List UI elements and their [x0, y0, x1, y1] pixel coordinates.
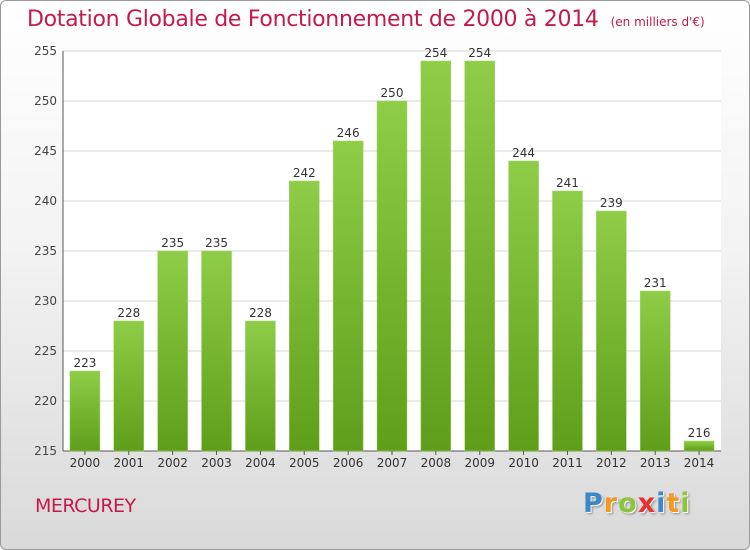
- bar-value-label: 242: [293, 166, 316, 180]
- y-tick-label: 245: [34, 144, 57, 158]
- bar-value-label: 235: [161, 236, 184, 250]
- commune-name: MERCUREY: [35, 495, 136, 517]
- bar: [376, 100, 408, 452]
- y-tick-label: 250: [34, 94, 57, 108]
- x-tick-label: 2008: [421, 456, 452, 470]
- x-tick-label: 2002: [157, 456, 188, 470]
- chart-title: Dotation Globale de Fonctionnement de 20…: [27, 7, 705, 32]
- bar: [157, 250, 188, 452]
- bar: [201, 250, 232, 452]
- y-tick-label: 235: [34, 244, 57, 258]
- bar: [596, 210, 627, 452]
- bar-value-label: 246: [337, 126, 360, 140]
- x-tick-label: 2013: [640, 456, 671, 470]
- x-tick-label: 2011: [552, 456, 583, 470]
- bar: [245, 320, 276, 452]
- bar-value-label: 235: [205, 236, 228, 250]
- logo-letter: o: [618, 488, 638, 519]
- bar-value-label: 223: [73, 356, 96, 370]
- logo-letter: r: [603, 488, 619, 519]
- bar-value-label: 254: [424, 46, 447, 60]
- x-tick-label: 2001: [114, 456, 145, 470]
- logo-letter: P: [583, 488, 604, 519]
- x-tick-label: 2010: [508, 456, 539, 470]
- x-tick-label: 2007: [377, 456, 408, 470]
- x-tick-label: 2009: [464, 456, 495, 470]
- logo-letter: i: [680, 488, 691, 519]
- bar-value-label: 244: [512, 146, 535, 160]
- bar: [508, 160, 539, 452]
- logo-letter: x: [637, 488, 657, 519]
- bar-value-label: 241: [556, 176, 579, 190]
- bar: [552, 190, 583, 452]
- bar: [289, 180, 320, 452]
- bar: [683, 440, 715, 452]
- proxiti-logo: Proxiti: [583, 488, 691, 519]
- bar-value-label: 228: [249, 306, 272, 320]
- y-tick-label: 230: [34, 294, 57, 308]
- title-text: Dotation Globale de Fonctionnement de 20…: [27, 7, 599, 32]
- bar: [639, 290, 671, 452]
- x-tick-label: 2000: [70, 456, 101, 470]
- y-tick-label: 215: [34, 444, 57, 458]
- bar-value-label: 228: [117, 306, 140, 320]
- bar: [113, 320, 145, 452]
- x-tick-label: 2006: [333, 456, 364, 470]
- logo-letter: i: [656, 488, 667, 519]
- bar-value-label: 250: [381, 86, 404, 100]
- bar: [420, 60, 452, 452]
- x-tick-label: 2003: [201, 456, 232, 470]
- bar: [69, 370, 101, 452]
- y-tick-label: 220: [34, 394, 57, 408]
- y-tick-label: 240: [34, 194, 57, 208]
- x-tick-label: 2012: [596, 456, 627, 470]
- bar-value-label: 254: [468, 46, 491, 60]
- bar-value-label: 216: [688, 426, 711, 440]
- y-tick-label: 225: [34, 344, 57, 358]
- y-tick-label: 255: [34, 44, 57, 58]
- bar: [464, 60, 495, 452]
- bar-value-label: 231: [644, 276, 667, 290]
- bar-value-label: 239: [600, 196, 623, 210]
- x-tick-label: 2005: [289, 456, 320, 470]
- bar: [332, 140, 364, 452]
- logo-letter: t: [666, 488, 681, 519]
- x-tick-label: 2004: [245, 456, 276, 470]
- x-tick-label: 2014: [684, 456, 715, 470]
- title-unit: (en milliers d'€): [610, 15, 705, 29]
